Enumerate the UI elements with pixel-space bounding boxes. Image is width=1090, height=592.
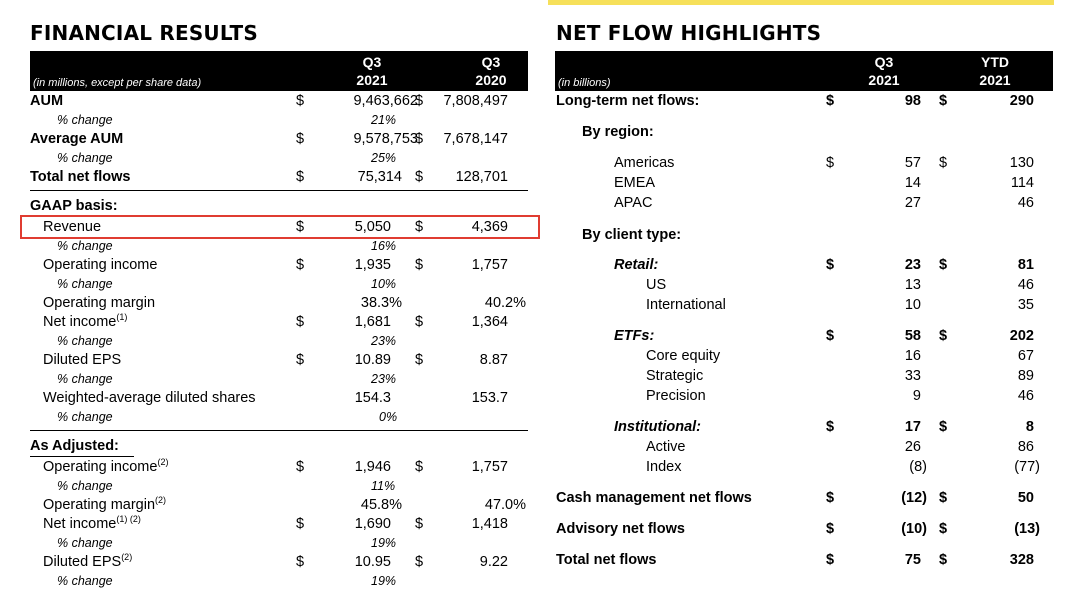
row-revenue-pct: % change 16% [57,239,397,253]
row-net-income: Net income(1) $ 1,681 $ 1,364 [43,312,508,330]
as-adjusted-heading: As Adjusted: [30,438,119,454]
row-etfs-precision: Precision 9 46 [646,388,1034,404]
financial-col-q3-2021: Q3 2021 [356,54,388,88]
row-emea: EMEA 14 114 [614,175,1034,191]
row-avg-aum: Average AUM $ 9,578,753 $ 7,678,147 [30,131,508,147]
row-adj-net-income-pct: % change 19% [57,536,397,550]
row-avg-aum-pct: % change 25% [57,151,397,165]
netflow-col-ytd-2021: YTD 2021 [979,54,1011,88]
row-retail: Retail: $ 23 $ 81 [614,257,1034,273]
netflow-header-bar: (in billions) Q3 2021 YTD 2021 [555,51,1053,91]
row-retail-us: US 13 46 [646,277,1034,293]
row-institutional-active: Active 26 86 [646,439,1034,455]
row-adj-operating-income: Operating income(2) $ 1,946 $ 1,757 [43,457,508,475]
financial-results-title: FINANCIAL RESULTS [30,21,258,45]
row-etfs-strategic: Strategic 33 89 [646,368,1034,384]
row-adj-diluted-eps-pct: % change 19% [57,574,397,588]
revenue-highlight-box [20,215,540,239]
row-adj-net-income: Net income(1) (2) $ 1,690 $ 1,418 [43,514,508,532]
row-revenue: Revenue $ 5,050 $ 4,369 [43,219,508,235]
row-adj-diluted-eps: Diluted EPS(2) $ 10.95 $ 9.22 [43,552,508,570]
row-adj-operating-income-pct: % change 11% [57,479,396,493]
row-institutional: Institutional: $ 17 $ 8 [614,419,1034,435]
row-advisory: Advisory net flows $ (10) $ (13) [556,521,1040,537]
row-operating-margin: Operating margin 38.3% 40.2% [43,295,526,311]
financial-col-q3-2020: Q3 2020 [475,54,507,88]
row-netflow-total: Total net flows $ 75 $ 328 [556,552,1034,568]
row-net-income-pct: % change 23% [57,334,397,348]
financial-units-note: (in millions, except per share data) [33,77,202,89]
row-diluted-eps: Diluted EPS $ 10.89 $ 8.87 [43,352,508,368]
by-client-type-heading: By client type: [582,227,682,243]
financial-header-bar: (in millions, except per share data) Q3 … [30,51,528,91]
row-long-term-net-flows: Long-term net flows: $ 98 $ 290 [556,93,1034,109]
row-aum: AUM $ 9,463,662 $ 7,808,497 [30,93,508,109]
row-cash-management: Cash management net flows $ (12) $ 50 [556,490,1034,506]
row-diluted-eps-pct: % change 23% [57,372,397,386]
net-flow-highlights-title: NET FLOW HIGHLIGHTS [556,21,822,45]
row-etfs: ETFs: $ 58 $ 202 [614,328,1034,344]
row-operating-income-pct: % change 10% [57,277,397,291]
row-apac: APAC 27 46 [614,195,1034,211]
netflow-units-note: (in billions) [558,77,611,89]
row-operating-income: Operating income $ 1,935 $ 1,757 [43,257,508,273]
row-total-net-flows: Total net flows $ 75,314 $ 128,701 [30,169,508,185]
row-americas: Americas $ 57 $ 130 [614,155,1034,171]
row-weighted-shares-pct: % change 0% [57,410,398,424]
gaap-basis-heading: GAAP basis: [30,198,118,214]
by-region-heading: By region: [582,124,654,140]
divider [30,430,528,431]
row-aum-pct: % change 21% [57,113,397,127]
gold-accent-bar [548,0,1054,5]
row-institutional-index: Index (8) (77) [646,459,1040,475]
netflow-col-q3-2021: Q3 2021 [868,54,900,88]
row-etfs-core-equity: Core equity 16 67 [646,348,1034,364]
divider [30,190,528,191]
as-adjusted-underline [30,456,134,457]
row-retail-international: International 10 35 [646,297,1034,313]
row-weighted-shares: Weighted-average diluted shares 154.3 15… [43,390,508,406]
row-adj-operating-margin: Operating margin(2) 45.8% 47.0% [43,495,526,513]
